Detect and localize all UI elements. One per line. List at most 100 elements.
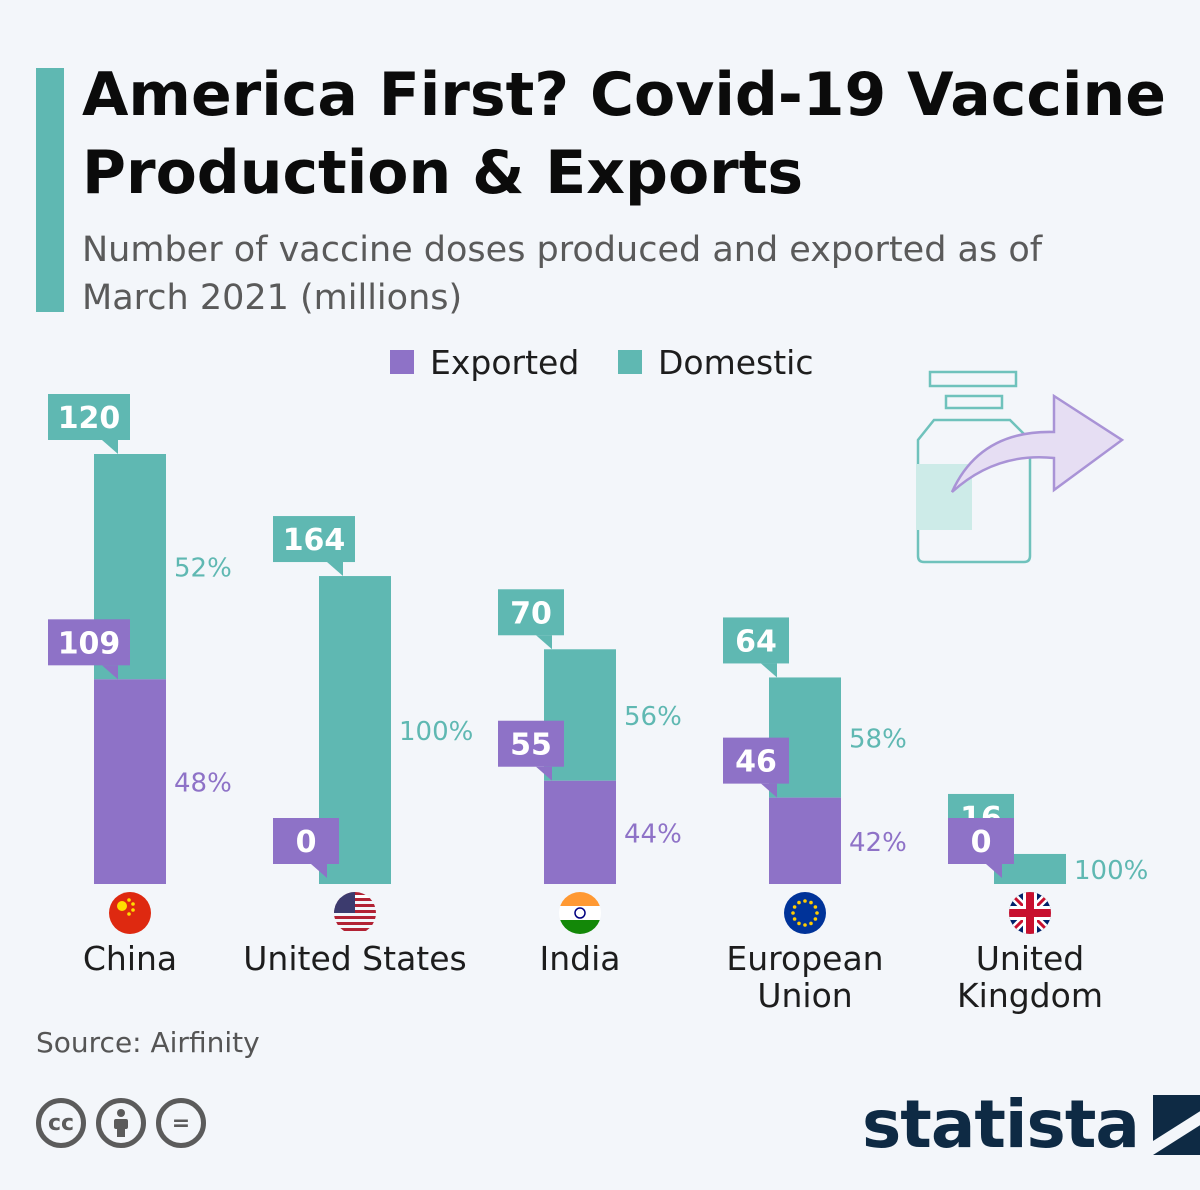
flag-canton	[334, 892, 355, 913]
no-derivatives-icon: =	[156, 1098, 206, 1148]
vial-cap-top	[928, 370, 1018, 388]
flag-cross-red-h	[1009, 909, 1051, 917]
vial-body	[916, 418, 1032, 564]
india-flag-icon	[559, 892, 601, 934]
data-label-domestic-united-states-box	[273, 516, 355, 563]
share-label-domestic-india: 56%	[624, 702, 682, 732]
data-label-exported-china-box	[48, 619, 130, 666]
share-label-exported-china: 48%	[174, 769, 232, 799]
category-label-india: India	[539, 939, 621, 978]
eu-flag-icon	[784, 892, 826, 934]
flag-star	[809, 921, 813, 926]
data-label-exported-united-states-pointer	[311, 864, 327, 878]
data-label-exported-india-text: 55	[510, 728, 552, 763]
china-flag-icon	[109, 892, 151, 934]
legend-swatch-domestic	[618, 350, 642, 374]
flag-field	[784, 892, 826, 934]
data-label-domestic-india-pointer	[536, 635, 552, 650]
flag-star	[792, 905, 797, 909]
data-label-domestic-united-states: 164	[273, 516, 355, 577]
data-label-domestic-china-text: 120	[58, 401, 121, 436]
data-label-domestic-india-box	[498, 589, 564, 636]
flag-small-star	[131, 908, 135, 912]
export-arrow	[950, 393, 1125, 493]
data-label-exported-china: 109	[48, 619, 130, 680]
flag-small-star	[127, 898, 131, 902]
bar-group-india: 70 55 56% 44%	[498, 589, 682, 934]
us-flag-icon	[334, 892, 376, 931]
data-label-domestic-united-states-pointer	[327, 562, 343, 577]
bar-exported-india	[544, 780, 616, 884]
flag-chakra	[574, 907, 586, 919]
page-title: America First? Covid-19 Vaccine Producti…	[82, 60, 1166, 208]
flag-stripe	[334, 922, 376, 925]
share-label-domestic-united-states: 100%	[399, 717, 473, 747]
category-label-china: China	[82, 939, 178, 978]
bar-group-united-kingdom: 160100%	[948, 793, 1148, 934]
statista-mark-icon	[1152, 1094, 1200, 1155]
data-label-exported-united-kingdom-text: 0	[971, 825, 992, 860]
data-label-exported-india-box	[498, 720, 564, 767]
flag-star	[117, 901, 127, 911]
india-flag-icon-content	[559, 892, 601, 934]
bar-exported-china	[94, 679, 166, 884]
us-flag-icon-content	[334, 892, 376, 931]
data-label-domestic-european-union: 64	[723, 617, 789, 678]
legend-label-domestic: Domestic	[658, 342, 814, 382]
data-label-exported-united-kingdom: 0	[948, 818, 1014, 878]
legend-item-domestic: Domestic	[618, 338, 814, 386]
category-label-united-states: United States	[243, 939, 467, 978]
brand-wordmark: statista	[862, 1086, 1140, 1163]
flag-band-green	[559, 920, 601, 934]
data-label-domestic-china-pointer	[102, 440, 118, 454]
person-glyph	[114, 1109, 128, 1137]
data-label-exported-india-pointer	[536, 766, 552, 781]
data-label-domestic-european-union-pointer	[761, 663, 777, 678]
data-label-exported-united-kingdom-pointer	[986, 864, 1002, 878]
bar-exported-european-union	[769, 797, 841, 884]
data-label-exported-united-states: 0	[273, 818, 339, 878]
flag-star	[792, 917, 797, 921]
data-label-exported-united-states-box	[273, 818, 339, 864]
bars-layer: 120 109 52% 48% 164 0 100% 70 55 56% 44% 64 46 58% 42%…	[48, 394, 1148, 934]
data-label-exported-european-union-pointer	[761, 783, 777, 798]
legend-item-exported: Exported	[390, 338, 579, 386]
data-label-exported-united-kingdom-box	[948, 818, 1014, 864]
bar-group-united-states: 164 0 100%	[273, 516, 473, 931]
uk-flag-icon-content	[1009, 892, 1051, 934]
data-label-domestic-india-text: 70	[510, 596, 552, 631]
share-label-domestic-european-union: 58%	[849, 725, 907, 755]
vaccine-export-icon	[916, 370, 1125, 564]
share-label-domestic-united-kingdom: 100%	[1074, 856, 1148, 886]
flag-star	[813, 917, 818, 921]
data-label-domestic-european-union-text: 64	[735, 624, 777, 659]
flag-small-star	[127, 912, 131, 916]
share-label-exported-india: 44%	[624, 819, 682, 849]
flag-band-saffron	[559, 892, 601, 906]
share-label-domestic-china: 52%	[174, 554, 232, 584]
legend: Exported Domestic	[0, 338, 1200, 386]
flag-star	[797, 900, 801, 905]
category-label-european-union: European Union	[726, 939, 884, 1015]
data-label-exported-china-pointer	[102, 665, 118, 680]
data-label-exported-european-union-box	[723, 737, 789, 784]
bar-group-china: 120 109 52% 48%	[48, 394, 232, 934]
flag-stripe	[334, 928, 376, 931]
vial-cap	[944, 394, 1004, 410]
data-label-domestic-united-states-text: 164	[283, 523, 346, 558]
cc-icon: cc	[36, 1098, 86, 1148]
flag-star	[809, 900, 813, 905]
flag-star	[815, 911, 819, 915]
eu-flag-icon-content	[784, 892, 826, 934]
data-label-exported-european-union: 46	[723, 737, 789, 798]
flag-star	[791, 911, 795, 915]
statista-logo: statista	[862, 1086, 1200, 1163]
flag-star	[797, 921, 801, 926]
flag-small-star	[131, 902, 135, 906]
legend-swatch-exported	[390, 350, 414, 374]
attribution-icon	[96, 1098, 146, 1148]
data-label-exported-european-union-text: 46	[735, 745, 777, 780]
flag-star	[813, 905, 818, 909]
flag-stripe	[334, 916, 376, 919]
